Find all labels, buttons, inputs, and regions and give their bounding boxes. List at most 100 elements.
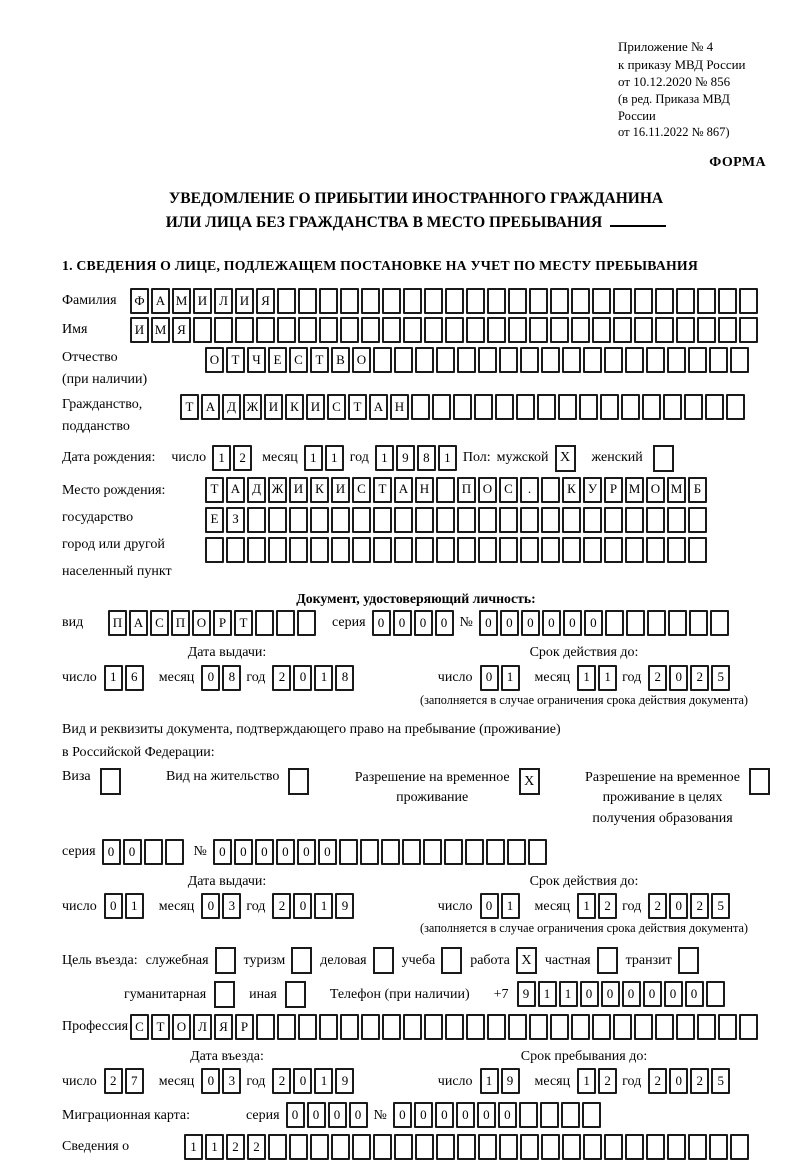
char-cell[interactable] — [583, 506, 602, 533]
char-cell[interactable]: М — [151, 317, 170, 344]
char-cell[interactable]: М — [172, 288, 191, 315]
char-cell[interactable] — [499, 1134, 518, 1161]
char-cell[interactable] — [310, 1134, 329, 1161]
char-cell[interactable] — [646, 347, 665, 374]
char-cell[interactable]: И — [289, 476, 308, 503]
char-cell[interactable]: Т — [205, 476, 224, 503]
char-cell[interactable]: Е — [268, 347, 287, 374]
char-cell[interactable] — [331, 536, 350, 563]
char-cell[interactable] — [247, 536, 266, 563]
char-cell[interactable]: О — [478, 476, 497, 503]
char-cell[interactable] — [499, 536, 518, 563]
char-cell[interactable] — [415, 506, 434, 533]
sex-female-checkbox[interactable] — [652, 444, 674, 472]
char-cell[interactable] — [541, 476, 560, 503]
char-cell[interactable]: 9 — [500, 1068, 520, 1095]
char-cell[interactable] — [495, 393, 514, 420]
char-cell[interactable]: З — [226, 506, 245, 533]
char-cell[interactable]: 0 — [293, 1068, 313, 1095]
char-cell[interactable] — [352, 506, 371, 533]
char-cell[interactable] — [520, 1134, 539, 1161]
char-cell[interactable]: 1 — [124, 893, 144, 920]
char-cell[interactable]: 9 — [395, 445, 415, 472]
char-cell[interactable]: И — [264, 393, 283, 420]
char-cell[interactable] — [634, 288, 653, 315]
char-cell[interactable] — [667, 536, 686, 563]
char-cell[interactable]: 9 — [335, 1068, 355, 1095]
char-cell[interactable]: Д — [222, 393, 241, 420]
char-cell[interactable]: Ж — [268, 476, 287, 503]
char-cell[interactable] — [436, 506, 455, 533]
char-cell[interactable] — [403, 1013, 422, 1040]
char-cell[interactable] — [646, 506, 665, 533]
char-cell[interactable] — [697, 288, 716, 315]
char-cell[interactable]: О — [205, 347, 224, 374]
char-cell[interactable]: 1 — [577, 664, 597, 691]
char-cell[interactable] — [310, 506, 329, 533]
char-cell[interactable]: 0 — [317, 838, 337, 865]
char-cell[interactable]: К — [285, 393, 304, 420]
char-cell[interactable]: Т — [234, 610, 253, 637]
char-cell[interactable]: 0 — [621, 981, 641, 1008]
char-cell[interactable] — [592, 317, 611, 344]
char-cell[interactable]: Д — [247, 476, 266, 503]
purpose-tourism-checkbox[interactable] — [291, 946, 313, 974]
char-cell[interactable]: 3 — [222, 1068, 242, 1095]
char-cell[interactable]: 0 — [201, 664, 221, 691]
char-cell[interactable] — [539, 1102, 559, 1129]
char-cell[interactable] — [583, 1134, 602, 1161]
char-cell[interactable]: 0 — [476, 1102, 496, 1129]
char-cell[interactable]: 0 — [434, 610, 454, 637]
char-cell[interactable]: О — [192, 610, 211, 637]
char-cell[interactable] — [625, 610, 645, 637]
char-cell[interactable] — [726, 393, 745, 420]
char-cell[interactable] — [478, 536, 497, 563]
char-cell[interactable] — [705, 981, 725, 1008]
char-cell[interactable]: 2 — [103, 1068, 123, 1095]
char-cell[interactable]: Л — [193, 1013, 212, 1040]
char-cell[interactable]: 2 — [233, 445, 253, 472]
char-cell[interactable] — [298, 1013, 317, 1040]
purpose-study-checkbox[interactable] — [441, 946, 463, 974]
char-cell[interactable]: Ч — [247, 347, 266, 374]
char-cell[interactable] — [688, 347, 707, 374]
char-cell[interactable] — [340, 288, 359, 315]
char-cell[interactable]: Л — [214, 288, 233, 315]
char-cell[interactable]: 6 — [124, 664, 144, 691]
char-cell[interactable] — [625, 1134, 644, 1161]
char-cell[interactable] — [697, 1013, 716, 1040]
char-cell[interactable]: Я — [214, 1013, 233, 1040]
char-cell[interactable] — [382, 288, 401, 315]
char-cell[interactable]: 1 — [537, 981, 557, 1008]
char-cell[interactable]: 2 — [648, 1068, 668, 1095]
char-cell[interactable] — [655, 317, 674, 344]
char-cell[interactable]: 1 — [577, 893, 597, 920]
char-cell[interactable]: 1 — [577, 1068, 597, 1095]
char-cell[interactable]: 2 — [648, 893, 668, 920]
char-cell[interactable]: 2 — [598, 893, 618, 920]
char-cell[interactable] — [352, 1134, 371, 1161]
char-cell[interactable]: 0 — [663, 981, 683, 1008]
char-cell[interactable]: Т — [226, 347, 245, 374]
char-cell[interactable]: 0 — [479, 664, 499, 691]
char-cell[interactable] — [562, 536, 581, 563]
char-cell[interactable]: С — [130, 1013, 149, 1040]
char-cell[interactable]: 1 — [184, 1134, 203, 1161]
char-cell[interactable] — [432, 393, 451, 420]
char-cell[interactable] — [205, 536, 224, 563]
char-cell[interactable] — [739, 317, 758, 344]
char-cell[interactable] — [541, 536, 560, 563]
char-cell[interactable] — [625, 506, 644, 533]
char-cell[interactable] — [621, 393, 640, 420]
char-cell[interactable] — [422, 838, 442, 865]
char-cell[interactable]: А — [394, 476, 413, 503]
char-cell[interactable] — [478, 1134, 497, 1161]
char-cell[interactable] — [625, 347, 644, 374]
char-cell[interactable] — [466, 288, 485, 315]
temp-residence-edu-checkbox[interactable] — [748, 768, 770, 796]
char-cell[interactable] — [676, 1013, 695, 1040]
char-cell[interactable] — [562, 347, 581, 374]
char-cell[interactable] — [516, 393, 535, 420]
char-cell[interactable] — [655, 1013, 674, 1040]
char-cell[interactable] — [457, 506, 476, 533]
